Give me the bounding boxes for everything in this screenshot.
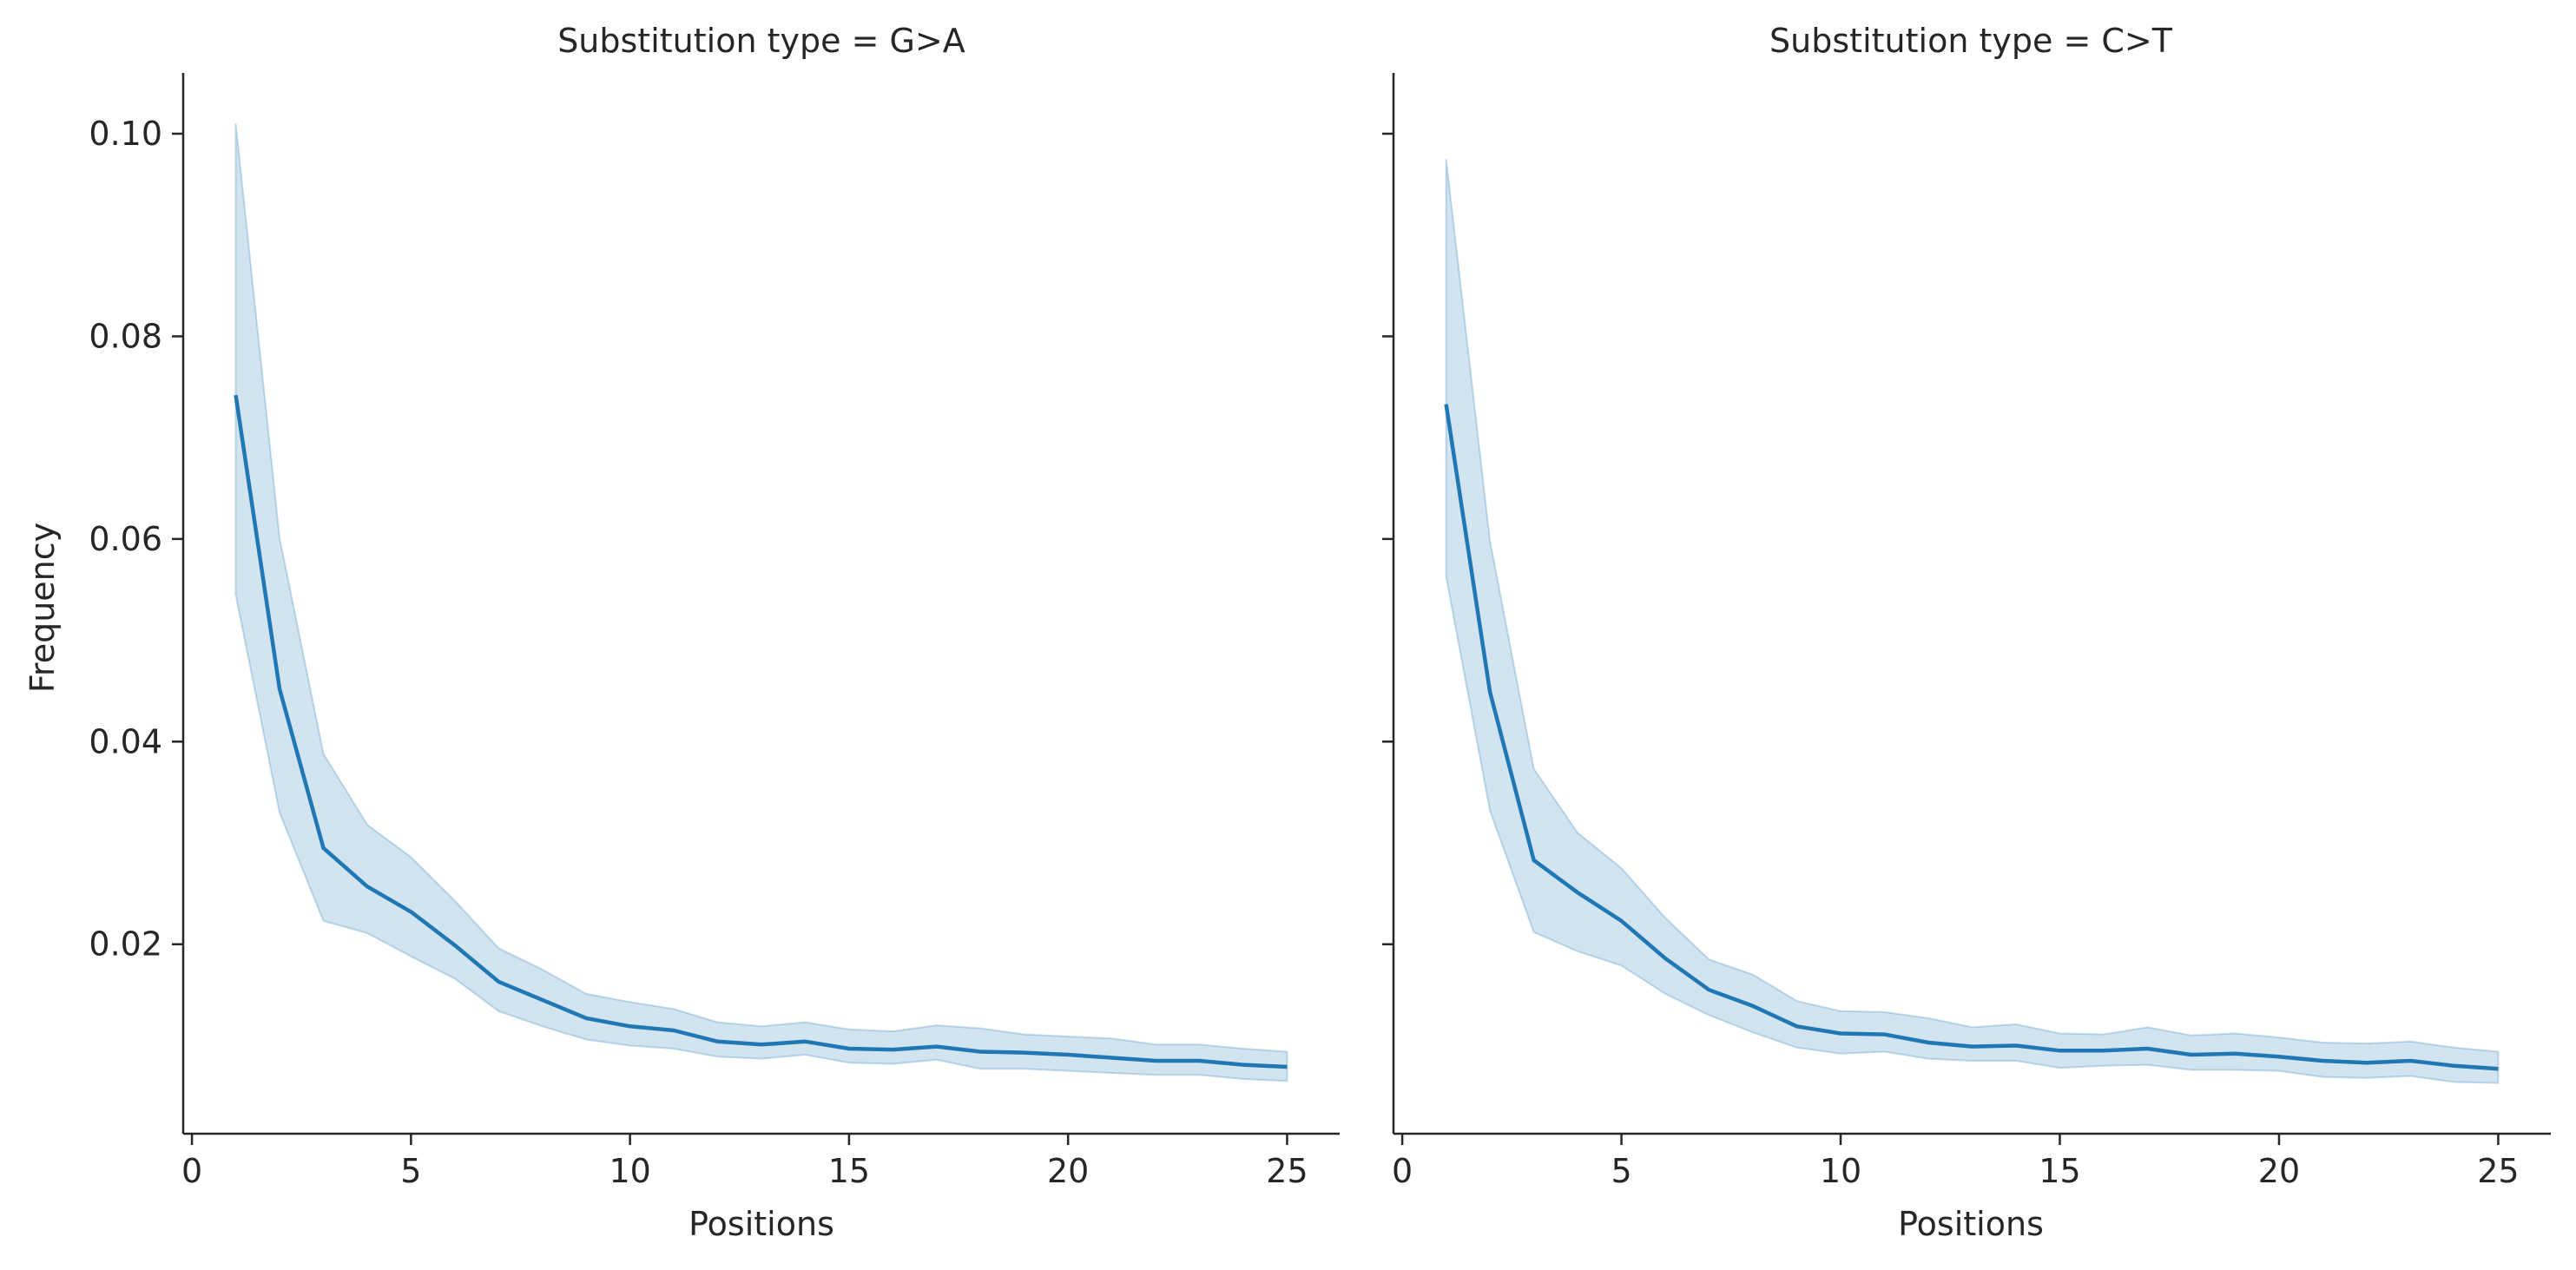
x-tick-label: 10 xyxy=(1820,1152,1861,1190)
x-tick-label: 0 xyxy=(181,1152,202,1190)
x-tick-label: 5 xyxy=(400,1152,421,1190)
confidence-band xyxy=(1445,159,2500,1084)
x-tick-label: 25 xyxy=(2477,1152,2519,1190)
x-tick-label: 15 xyxy=(2039,1152,2080,1190)
x-axis-label: Positions xyxy=(1898,1205,2044,1243)
x-tick-label: 25 xyxy=(1266,1152,1308,1190)
panel-title: Substitution type = C>T xyxy=(1769,22,2173,60)
panel-title: Substitution type = G>A xyxy=(557,22,965,60)
x-tick-label: 0 xyxy=(1392,1152,1413,1190)
y-tick-label: 0.04 xyxy=(89,722,162,760)
mean-line xyxy=(234,394,1288,1069)
y-tick-label: 0.10 xyxy=(89,115,162,153)
x-tick-label: 15 xyxy=(828,1152,870,1190)
x-ticks: 0 5 10 15 20 25 xyxy=(1392,1134,2520,1190)
y-tick-label: 0.08 xyxy=(89,317,162,355)
x-tick-label: 20 xyxy=(1047,1152,1089,1190)
x-tick-label: 20 xyxy=(2258,1152,2300,1190)
confidence-band xyxy=(234,123,1288,1082)
y-tick-label: 0.02 xyxy=(89,925,162,964)
panel-g-to-a: Substitution type = G>A 0 5 10 15 20 25 0.020… xyxy=(23,22,1340,1243)
y-axis-label: Frequency xyxy=(23,523,62,693)
x-axis-label: Positions xyxy=(688,1205,834,1243)
y-ticks xyxy=(1382,132,1393,945)
x-tick-label: 5 xyxy=(1611,1152,1631,1190)
mean-line xyxy=(1444,404,2499,1071)
x-tick-label: 10 xyxy=(609,1152,650,1190)
y-tick-label: 0.06 xyxy=(89,520,162,558)
y-ticks: 0.02 0.04 0.06 0.08 0.10 xyxy=(89,115,183,964)
panel-c-to-t: Substitution type = C>T 0 5 10 15 20 25 Posit… xyxy=(1382,22,2551,1243)
x-ticks: 0 5 10 15 20 25 xyxy=(181,1134,1308,1190)
